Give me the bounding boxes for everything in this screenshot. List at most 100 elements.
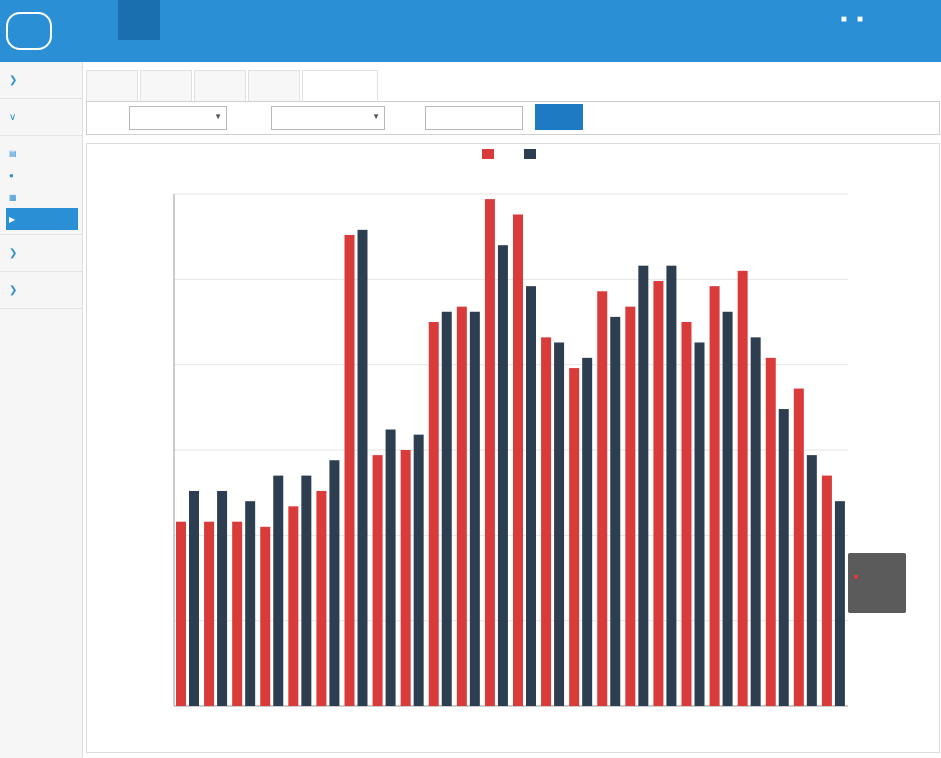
bar-dark-9[interactable] — [441, 311, 452, 706]
bar-red-4[interactable] — [288, 506, 299, 706]
chevron-right-icon: ❯ — [9, 284, 18, 296]
bar-dark-7[interactable] — [385, 429, 396, 706]
bar-dark-11[interactable] — [497, 245, 508, 706]
bar-dark-1[interactable] — [217, 490, 228, 706]
chart-panel — [86, 143, 940, 753]
nav-item-6[interactable] — [328, 0, 370, 40]
nav-item-2[interactable] — [160, 0, 202, 40]
bar-dark-17[interactable] — [666, 265, 677, 706]
bar-red-14[interactable] — [569, 368, 580, 706]
bar-red-3[interactable] — [260, 526, 271, 706]
chevron-right-icon: ❯ — [9, 247, 18, 259]
filter-1-label — [91, 113, 125, 121]
bar-dark-5[interactable] — [329, 460, 340, 706]
bar-dark-18[interactable] — [694, 342, 705, 706]
chart-tooltip — [848, 553, 906, 613]
tab-4[interactable] — [248, 70, 300, 101]
nav-item-3[interactable] — [202, 0, 244, 40]
bar-red-2[interactable] — [232, 521, 243, 706]
tab-bar — [86, 70, 380, 101]
sidebar-group-2[interactable]: ∨ — [0, 99, 82, 136]
sidebar-group-1[interactable]: ❯ — [0, 62, 82, 99]
tab-5[interactable] — [302, 70, 378, 101]
bar-red-1[interactable] — [204, 521, 215, 706]
filter-bar: ▼ ▼ — [86, 101, 940, 135]
bar-dark-13[interactable] — [554, 342, 565, 706]
bar-dark-12[interactable] — [526, 286, 536, 706]
bar-red-20[interactable] — [737, 270, 748, 706]
query-button[interactable] — [535, 104, 583, 130]
home-icon[interactable]: ■ — [840, 14, 847, 25]
bar-red-17[interactable] — [653, 281, 664, 706]
bar-dark-19[interactable] — [722, 311, 733, 706]
bar-red-15[interactable] — [597, 291, 608, 706]
bar-red-21[interactable] — [765, 357, 776, 706]
bar-dark-21[interactable] — [778, 409, 789, 706]
bar-red-9[interactable] — [428, 322, 439, 706]
settings-icon[interactable]: ■ — [856, 14, 863, 25]
sidebar-group-3[interactable]: ❯ — [0, 234, 82, 272]
sidebar-group-4[interactable]: ❯ — [0, 272, 82, 309]
bar-dark-6[interactable] — [357, 229, 368, 706]
bar-red-22[interactable] — [793, 388, 804, 706]
nav-item-1[interactable] — [118, 0, 160, 40]
pin-icon: ● — [9, 170, 14, 180]
tab-2[interactable] — [140, 70, 192, 101]
bar-red-12[interactable] — [513, 214, 523, 706]
bar-red-6[interactable] — [344, 234, 355, 706]
table-icon: ▦ — [9, 192, 17, 202]
chevron-down-icon: ∨ — [9, 111, 17, 123]
bar-dark-20[interactable] — [750, 337, 761, 706]
bar-red-7[interactable] — [372, 455, 383, 706]
bar-red-18[interactable] — [681, 322, 692, 706]
legend-item-dark[interactable] — [524, 149, 554, 159]
sidebar: ❯ ∨ ▤ ● ▦ ▶ ❯ ❯ — [0, 62, 83, 758]
chevron-right-icon: ❯ — [9, 74, 18, 86]
nav-item-5[interactable] — [286, 0, 328, 40]
bar-red-0[interactable] — [176, 521, 186, 706]
chart-legend — [482, 149, 554, 159]
chart-bars — [176, 199, 845, 706]
bar-red-11[interactable] — [484, 199, 495, 706]
legend-item-red[interactable] — [482, 149, 512, 159]
sidebar-subitem-4[interactable]: ▶ — [6, 208, 78, 230]
dropdown-arrow-icon: ▼ — [214, 112, 222, 121]
date-input[interactable] — [425, 106, 523, 130]
bar-dark-8[interactable] — [413, 434, 424, 706]
bar-red-23[interactable] — [821, 475, 832, 706]
main-nav — [118, 0, 370, 40]
bar-red-16[interactable] — [625, 306, 636, 706]
chart-grid — [173, 193, 848, 707]
bar-dark-0[interactable] — [189, 490, 199, 706]
filter-2-label — [232, 113, 266, 121]
bar-red-13[interactable] — [541, 337, 552, 706]
bar-dark-3[interactable] — [273, 475, 284, 706]
bar-red-19[interactable] — [709, 286, 720, 706]
tab-1[interactable] — [86, 70, 138, 101]
sidebar-subitem-3[interactable]: ▦ — [0, 186, 82, 208]
user-label[interactable] — [873, 16, 933, 24]
bar-dark-16[interactable] — [638, 265, 649, 706]
sidebar-subitem-2[interactable]: ● — [0, 164, 82, 186]
top-right-tools: ■ ■ — [841, 14, 933, 25]
bar-red-5[interactable] — [316, 490, 327, 706]
bar-dark-23[interactable] — [834, 501, 845, 706]
nav-item-4[interactable] — [244, 0, 286, 40]
bar-dark-2[interactable] — [245, 501, 256, 706]
sidebar-subitem-1[interactable]: ▤ — [0, 142, 82, 164]
filter-1-select[interactable]: ▼ — [129, 106, 227, 130]
bar-red-8[interactable] — [400, 450, 411, 706]
bar-dark-15[interactable] — [610, 316, 621, 706]
filter-3-label — [390, 113, 424, 121]
bar-chart-icon: ▤ — [9, 148, 17, 158]
bar-dark-4[interactable] — [301, 475, 312, 706]
play-icon: ▶ — [9, 214, 16, 224]
sidebar-subitems: ▤ ● ▦ ▶ — [0, 136, 82, 234]
bar-dark-10[interactable] — [469, 311, 480, 706]
filter-2-select[interactable]: ▼ — [271, 106, 385, 130]
bar-dark-22[interactable] — [806, 455, 817, 706]
bar-dark-14[interactable] — [582, 357, 593, 706]
bar-chart — [173, 193, 848, 707]
bar-red-10[interactable] — [456, 306, 467, 706]
tab-3[interactable] — [194, 70, 246, 101]
